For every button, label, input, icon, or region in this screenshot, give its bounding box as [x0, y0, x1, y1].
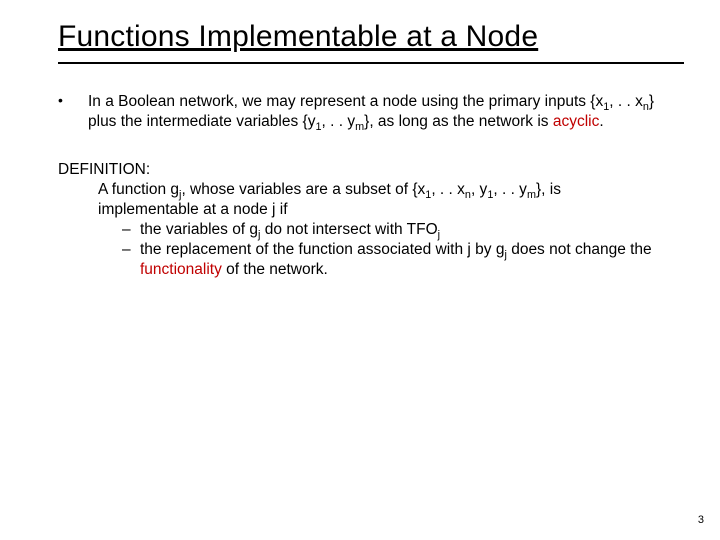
dash-marker: – — [122, 240, 140, 280]
definition-line-1: A function gj, whose variables are a sub… — [98, 180, 684, 200]
def-frag: , y — [471, 181, 487, 198]
def-frag: , . . y — [493, 181, 527, 198]
bullet-text-frag: . — [599, 113, 603, 130]
definition-block: DEFINITION: A function gj, whose variabl… — [58, 160, 684, 281]
definition-heading: DEFINITION: — [58, 160, 684, 180]
title-rule — [58, 62, 684, 64]
acyclic-highlight: acyclic — [553, 113, 600, 130]
def-frag: do not intersect with TFO — [260, 221, 437, 238]
definition-line-2: implementable at a node j if — [98, 200, 684, 220]
def-frag: , whose variables are a subset of {x — [181, 181, 425, 198]
definition-subitem-1: – the variables of gj do not intersect w… — [98, 220, 684, 240]
bullet-marker: • — [58, 92, 88, 132]
sub-m: m — [527, 189, 536, 201]
bullet-text: In a Boolean network, we may represent a… — [88, 92, 684, 132]
bullet-text-frag: In a Boolean network, we may represent a… — [88, 93, 603, 110]
def-frag: the replacement of the function associat… — [140, 241, 504, 258]
definition-subitem-1-text: the variables of gj do not intersect wit… — [140, 220, 684, 240]
dash-marker: – — [122, 220, 140, 240]
slide-title: Functions Implementable at a Node — [58, 20, 684, 54]
def-frag: the variables of g — [140, 221, 258, 238]
sub-ym: m — [355, 121, 364, 133]
def-frag: A function g — [98, 181, 179, 198]
definition-body: A function gj, whose variables are a sub… — [58, 180, 684, 281]
def-frag: does not change the — [507, 241, 652, 258]
intro-bullet: • In a Boolean network, we may represent… — [58, 92, 684, 132]
def-frag: }, is — [536, 181, 561, 198]
functionality-highlight: functionality — [140, 261, 222, 278]
def-frag: , . . x — [431, 181, 465, 198]
bullet-text-frag: , . . x — [609, 93, 643, 110]
definition-subitem-2-text: the replacement of the function associat… — [140, 240, 684, 280]
slide-container: Functions Implementable at a Node • In a… — [0, 0, 720, 540]
bullet-text-frag: , . . y — [322, 113, 356, 130]
def-frag: of the network. — [222, 261, 328, 278]
bullet-text-frag: }, as long as the network is — [364, 113, 553, 130]
definition-subitem-2: – the replacement of the function associ… — [98, 240, 684, 280]
page-number: 3 — [698, 514, 704, 526]
